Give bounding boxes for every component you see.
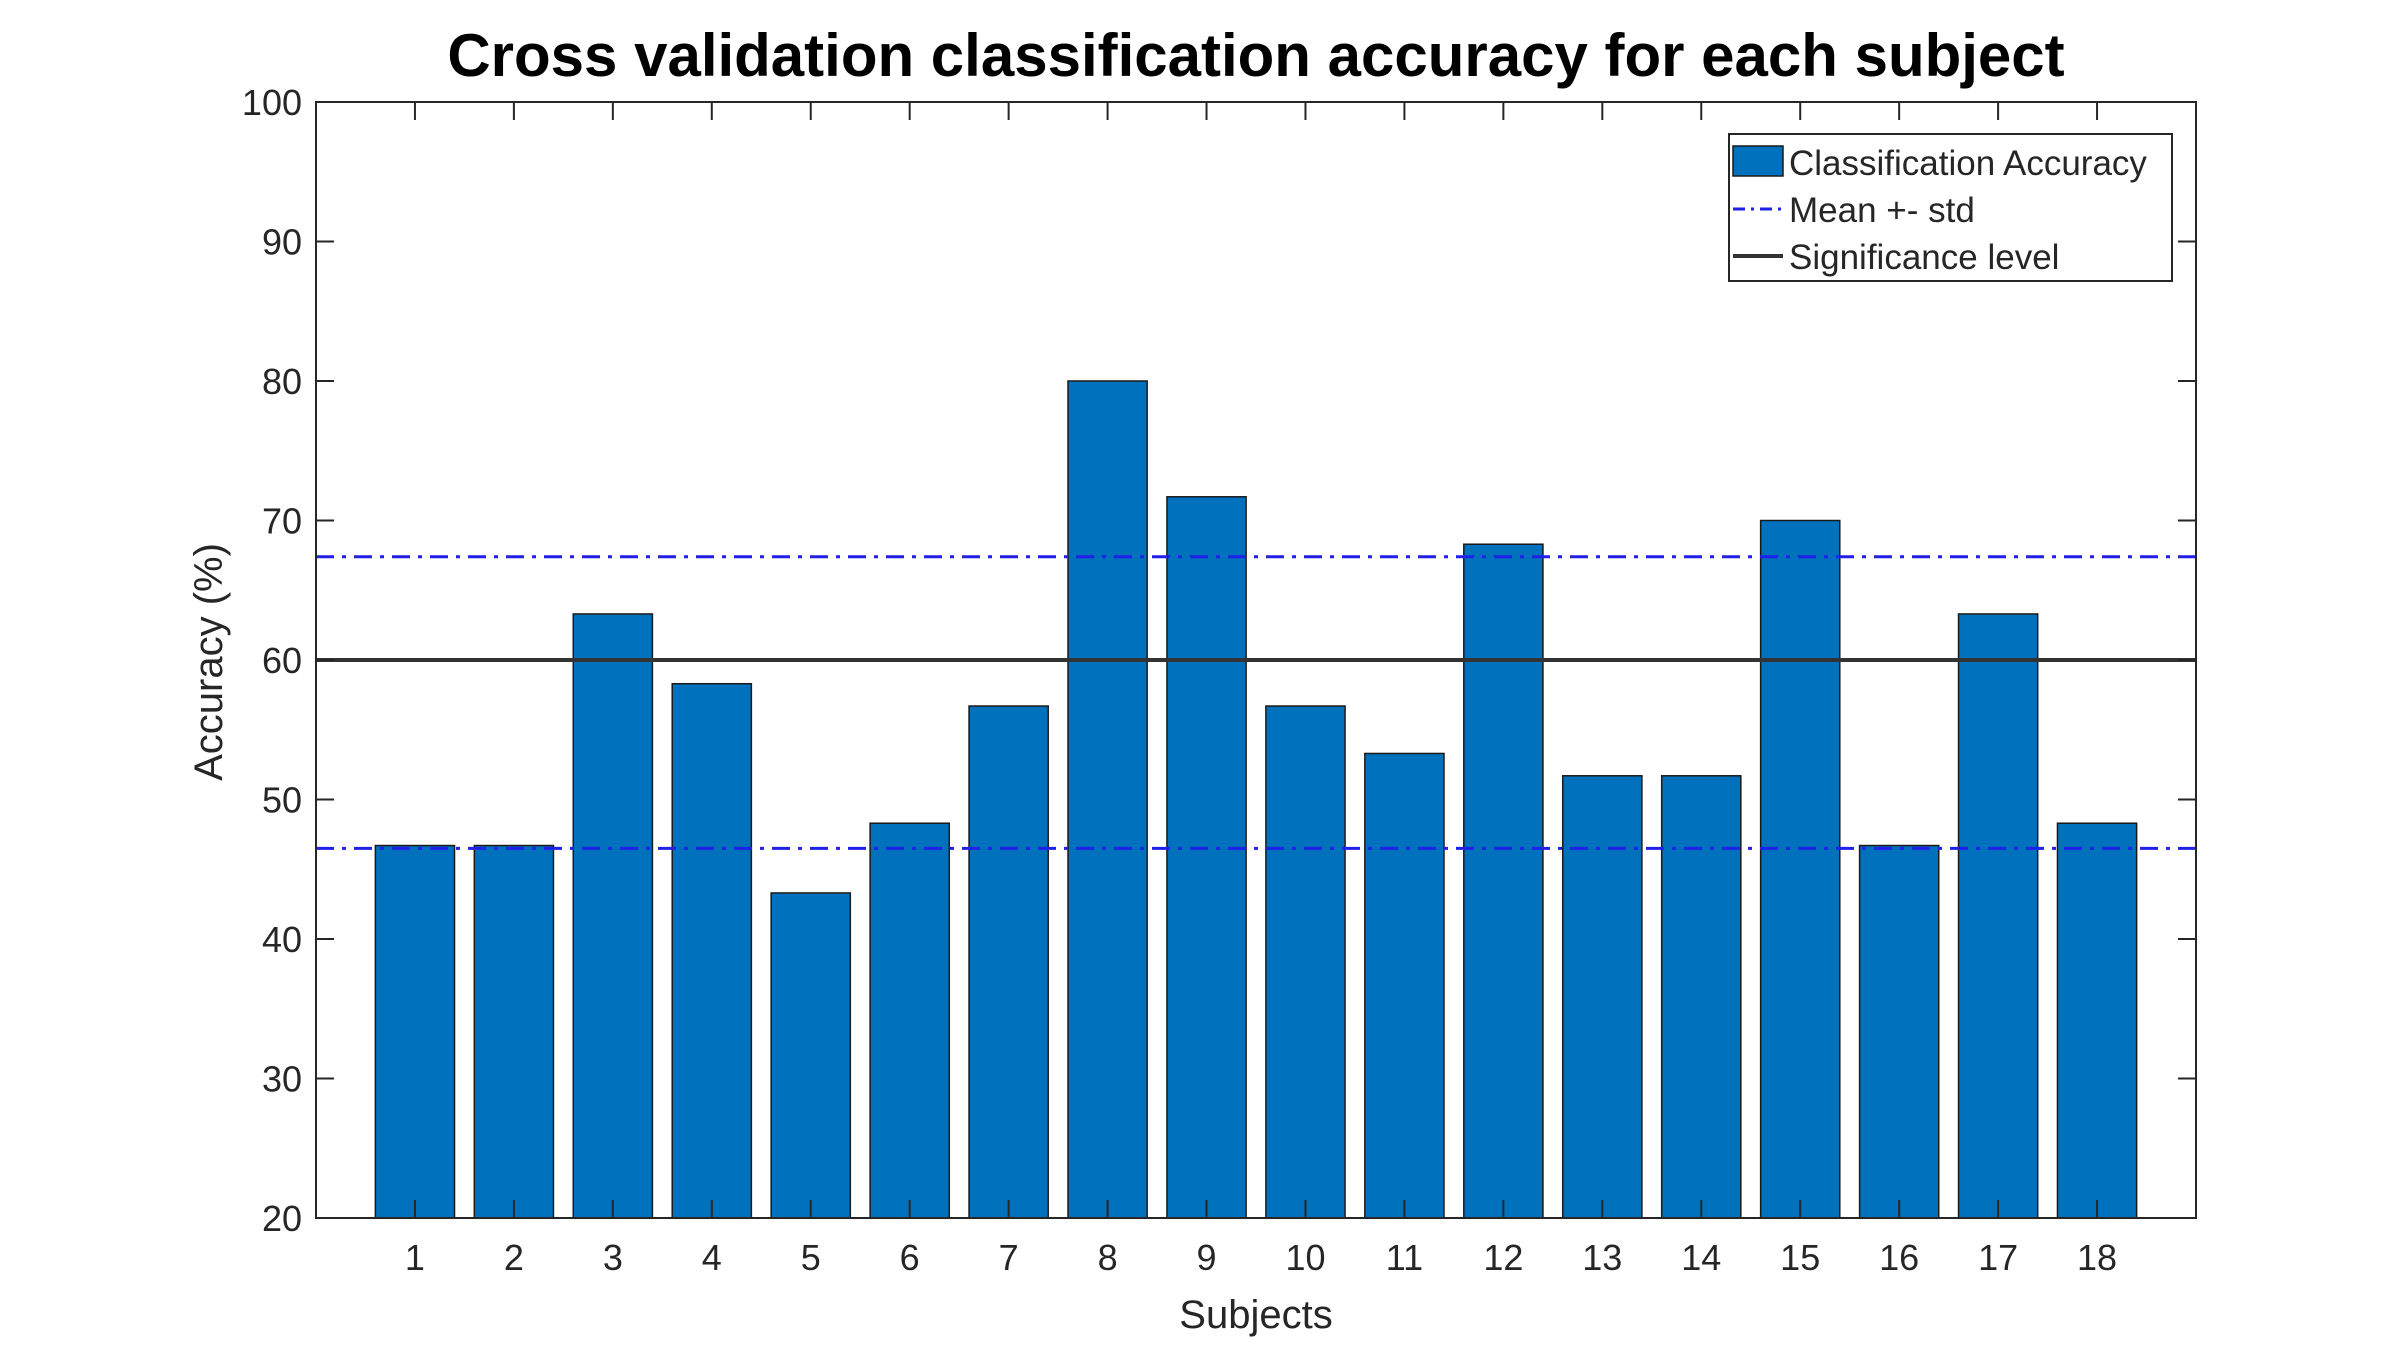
x-tick-label: 16: [1879, 1237, 1919, 1278]
bars-layer: [374, 380, 2138, 1219]
x-tick-label: 2: [504, 1237, 524, 1278]
bar-subject-12: [1463, 543, 1544, 1219]
bar-subject-4: [671, 682, 753, 1219]
y-tick-label: 50: [262, 780, 302, 821]
reference-lines-layer: [316, 555, 2196, 850]
y-tick-label: 30: [262, 1059, 302, 1100]
bar-subject-6: [869, 822, 951, 1219]
legend-label-significance-level: Significance level: [1789, 238, 2059, 277]
x-tick-label: 8: [1098, 1237, 1118, 1278]
bar-subject-8: [1067, 380, 1148, 1219]
legend: Classification Accuracy Mean +- std Signif…: [1728, 133, 2173, 282]
x-tick-label: 4: [702, 1237, 722, 1278]
bar-subject-7: [968, 705, 1049, 1219]
legend-box: [1728, 133, 2173, 282]
x-tick-label: 11: [1386, 1237, 1423, 1278]
x-axis-label: Subjects: [1179, 1293, 1332, 1337]
x-tick-label: 15: [1780, 1237, 1820, 1278]
bar-subject-17: [1957, 613, 2039, 1219]
x-tick-label: 17: [1978, 1237, 2018, 1278]
y-tick-label: 70: [262, 501, 302, 542]
chart-title: Cross validation classification accuracy…: [447, 22, 2064, 89]
x-tick-label: 9: [1197, 1237, 1217, 1278]
legend-label-mean-std: Mean +- std: [1789, 191, 1975, 230]
bar-subject-2: [473, 844, 555, 1219]
y-tick-label: 100: [242, 82, 302, 123]
bar-subject-16: [1858, 844, 1940, 1219]
bar-subject-9: [1166, 496, 1247, 1219]
x-tick-label: 5: [801, 1237, 821, 1278]
legend-label-classification-accuracy: Classification Accuracy: [1789, 144, 2147, 183]
x-tick-label: 18: [2077, 1237, 2117, 1278]
y-tick-label: 20: [262, 1198, 302, 1239]
y-tick-label: 40: [262, 919, 302, 960]
x-tick-label: 10: [1285, 1237, 1325, 1278]
x-tick-label: 12: [1483, 1237, 1523, 1278]
bar-subject-1: [374, 844, 456, 1219]
x-tick-label: 3: [603, 1237, 623, 1278]
legend-swatch-bar: [1732, 145, 1784, 177]
bar-subject-5: [770, 892, 852, 1219]
x-tick-label: 14: [1681, 1237, 1721, 1278]
y-axis-label: Accuracy (%): [187, 543, 231, 781]
x-tick-label: 7: [999, 1237, 1019, 1278]
bar-subject-18: [2056, 822, 2138, 1219]
bar-subject-10: [1265, 705, 1346, 1219]
y-tick-label: 90: [262, 222, 302, 263]
x-tick-label: 13: [1582, 1237, 1622, 1278]
y-tick-label: 80: [262, 361, 302, 402]
bar-subject-11: [1364, 752, 1445, 1219]
x-tick-label: 1: [405, 1237, 425, 1278]
bar-subject-3: [572, 613, 654, 1219]
y-tick-label: 60: [262, 640, 302, 681]
x-tick-label: 6: [900, 1237, 920, 1278]
bar-subject-13: [1561, 775, 1643, 1219]
bar-subject-15: [1759, 519, 1841, 1219]
bar-subject-14: [1660, 775, 1742, 1219]
